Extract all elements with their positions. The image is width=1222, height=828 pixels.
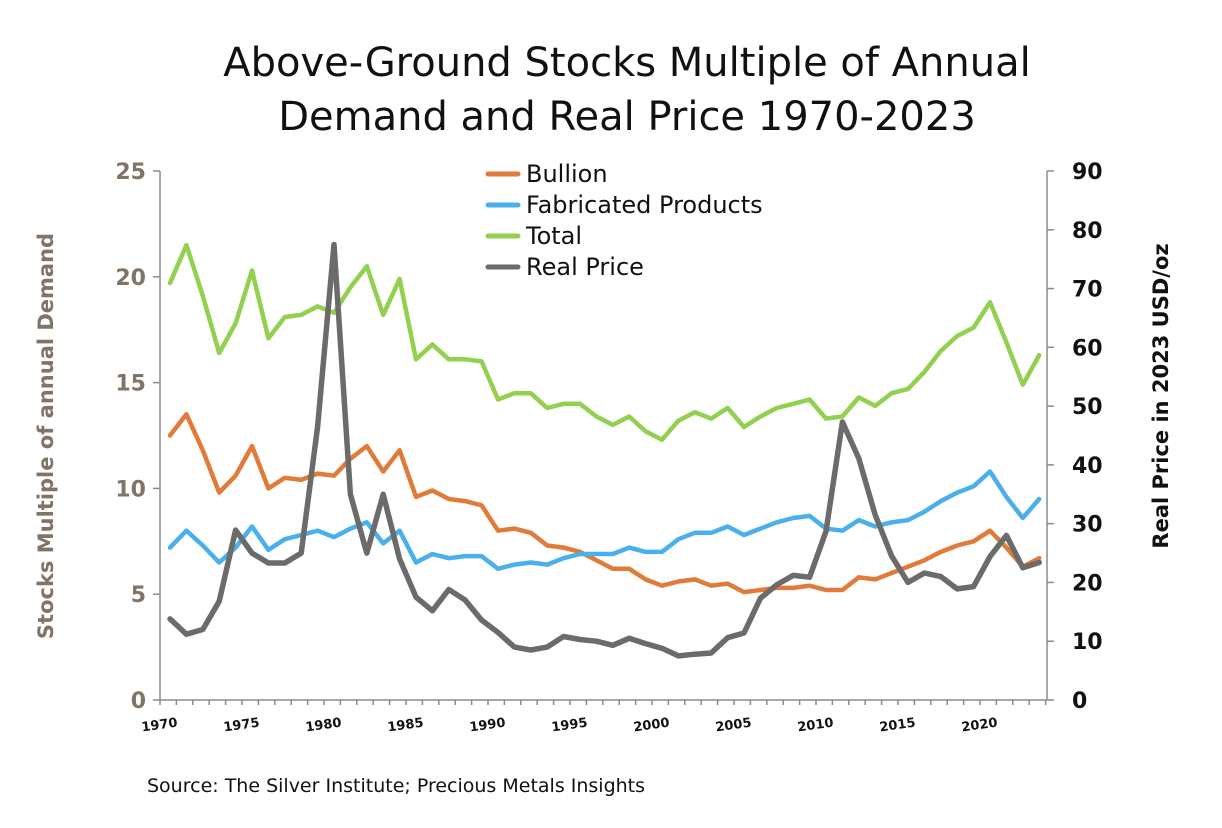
series-line-total	[167, 242, 1042, 442]
x-tick-label: 1990	[469, 716, 507, 736]
y-tick-label-right: 30	[1072, 513, 1103, 538]
axes-layer	[153, 170, 1054, 705]
legend-label-fabricated-products: Fabricated Products	[526, 191, 763, 219]
x-tick-label: 1975	[223, 716, 261, 736]
chart-title-line-2: Demand and Real Price 1970-2023	[278, 94, 976, 140]
y-axis-label-left: Stocks Multiple of annual Demand	[34, 233, 58, 639]
y-tick-label-right: 90	[1072, 160, 1103, 185]
x-tick-label: 2015	[879, 716, 917, 736]
y-tick-label-right: 10	[1072, 630, 1103, 655]
x-tick-label: 2005	[715, 716, 753, 736]
x-tick-label: 1970	[141, 716, 179, 736]
tick-layer: 0 5 10 15 20 25 0 10 20 30 40 50 60 70 80 90 1970 1975 198…	[115, 160, 1102, 735]
y-tick-label-right: 70	[1072, 278, 1103, 303]
series-line-bullion	[167, 412, 1042, 595]
y-tick-label-right: 60	[1072, 336, 1103, 361]
legend-label-bullion: Bullion	[526, 160, 608, 188]
y-tick-label-right: 0	[1072, 689, 1087, 714]
source-note: Source: The Silver Institute; Precious M…	[147, 775, 645, 797]
y-tick-label-right: 40	[1072, 454, 1103, 479]
y-tick-label-left: 5	[131, 583, 146, 608]
x-tick-label: 2020	[961, 716, 999, 736]
series-layer	[167, 241, 1042, 659]
y-tick-label-left: 25	[115, 160, 146, 185]
y-tick-label-right: 80	[1072, 219, 1103, 244]
y-tick-label-left: 15	[115, 372, 146, 397]
y-tick-label-right: 20	[1072, 571, 1103, 596]
series-line-fabricated-products	[167, 469, 1042, 572]
legend-label-total: Total	[525, 222, 582, 250]
x-tick-label: 1995	[551, 716, 589, 736]
x-tick-label: 2010	[797, 716, 835, 736]
y-tick-label-left: 20	[115, 266, 146, 291]
x-tick-label: 1980	[305, 716, 343, 736]
series-line-real-price	[167, 241, 1042, 659]
legend: Bullion Fabricated Products Total Real Pric…	[485, 160, 763, 281]
legend-label-real-price: Real Price	[526, 253, 644, 281]
y-tick-label-right: 50	[1072, 395, 1103, 420]
y-tick-label-left: 0	[131, 689, 146, 714]
chart-title-line-1: Above-Ground Stocks Multiple of Annual	[223, 40, 1030, 86]
x-tick-label: 1985	[387, 716, 425, 736]
x-tick-label: 2000	[633, 716, 671, 736]
y-tick-label-left: 10	[115, 477, 146, 502]
y-axis-label-right: Real Price in 2023 USD/oz	[1149, 243, 1173, 548]
